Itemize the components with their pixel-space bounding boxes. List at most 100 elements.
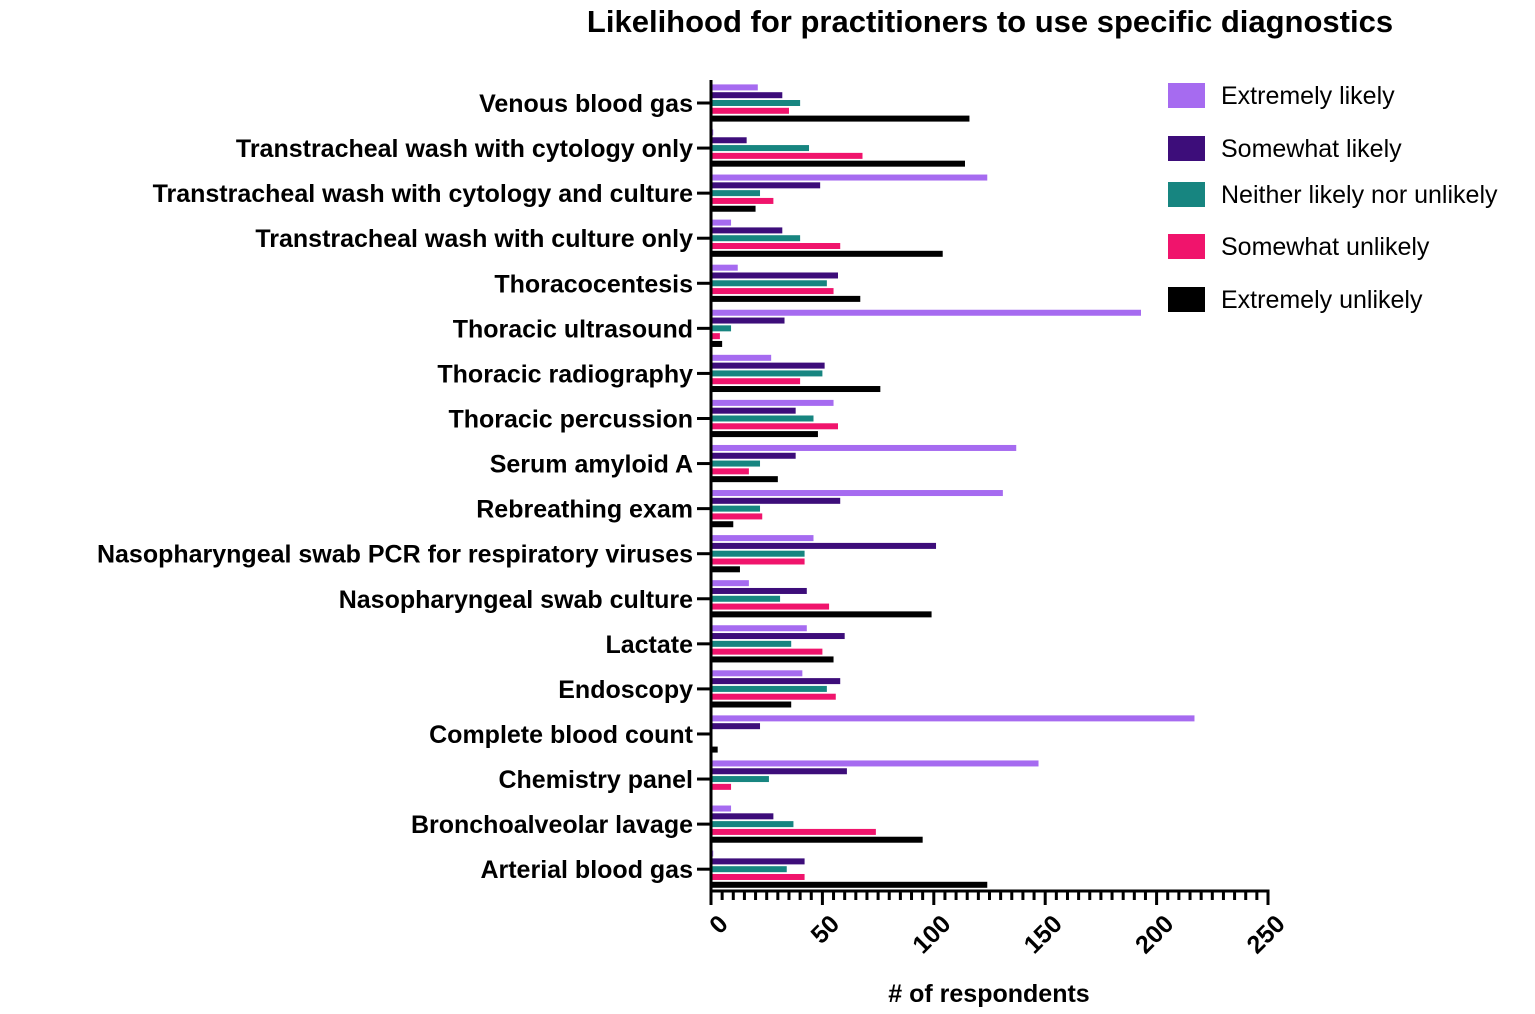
legend-label: Neither likely nor unlikely xyxy=(1221,181,1498,209)
bar-3-4 xyxy=(711,235,801,242)
bar-4-18 xyxy=(711,873,805,880)
category-label: Thoracic percussion xyxy=(448,405,693,433)
category-label: Nasopharyngeal swab PCR for respiratory … xyxy=(97,541,693,569)
category-label: Arterial blood gas xyxy=(480,856,693,884)
bar-5-8 xyxy=(711,431,818,438)
bar-4-14 xyxy=(711,693,836,700)
legend-swatch xyxy=(1168,234,1205,259)
bar-4-17 xyxy=(711,828,876,835)
category-label: Endoscopy xyxy=(558,676,693,704)
bar-1-9 xyxy=(711,444,1017,451)
category-label: Chemistry panel xyxy=(498,766,693,794)
bar-4-7 xyxy=(711,378,801,385)
legend-label: Somewhat likely xyxy=(1221,135,1402,163)
bar-1-15 xyxy=(711,715,1195,722)
bar-3-12 xyxy=(711,595,781,602)
bar-2-2 xyxy=(711,137,747,144)
bar-4-5 xyxy=(711,288,834,295)
category-label: Serum amyloid A xyxy=(490,451,693,479)
bar-2-11 xyxy=(711,542,937,549)
bar-2-7 xyxy=(711,362,825,369)
bar-4-10 xyxy=(711,513,763,520)
legend-label: Somewhat unlikely xyxy=(1221,233,1430,261)
x-tick-label: 50 xyxy=(806,910,845,949)
bar-5-14 xyxy=(711,701,792,708)
category-label: Transtracheal wash with cytology and cul… xyxy=(153,180,694,208)
x-tick-label: 150 xyxy=(1019,910,1068,959)
bar-2-12 xyxy=(711,587,807,594)
category-label: Lactate xyxy=(605,631,693,659)
bars-group xyxy=(711,84,1195,888)
bar-5-18 xyxy=(711,881,988,888)
chart-title: Likelihood for practitioners to use spec… xyxy=(587,4,1393,39)
bar-1-10 xyxy=(711,490,1003,497)
bar-2-6 xyxy=(711,317,785,324)
category-label: Venous blood gas xyxy=(479,90,693,118)
bar-4-8 xyxy=(711,423,838,430)
x-tick-label: 250 xyxy=(1241,910,1290,959)
bar-1-13 xyxy=(711,625,807,632)
bar-3-7 xyxy=(711,370,823,377)
bar-1-1 xyxy=(711,84,758,91)
bar-3-17 xyxy=(711,821,794,828)
legend-swatch xyxy=(1168,83,1205,108)
bar-2-9 xyxy=(711,452,796,459)
bar-3-6 xyxy=(711,325,732,332)
legend: Extremely likely Somewhat likely Neither l… xyxy=(1168,82,1498,314)
bar-1-8 xyxy=(711,399,834,406)
bar-1-4 xyxy=(711,219,732,226)
bar-3-13 xyxy=(711,640,792,647)
bar-5-15 xyxy=(711,746,718,753)
bar-5-12 xyxy=(711,611,932,618)
legend-label: Extremely likely xyxy=(1221,82,1395,110)
bar-4-9 xyxy=(711,468,749,475)
bar-2-14 xyxy=(711,678,841,685)
bar-2-13 xyxy=(711,633,845,640)
bar-2-4 xyxy=(711,227,783,234)
category-label: Thoracic radiography xyxy=(437,360,693,388)
bar-4-2 xyxy=(711,152,863,159)
bar-3-1 xyxy=(711,100,801,106)
bar-5-13 xyxy=(711,656,834,663)
bar-2-3 xyxy=(711,182,821,189)
bar-2-5 xyxy=(711,272,838,279)
bar-5-7 xyxy=(711,386,881,393)
legend-label: Extremely unlikely xyxy=(1221,286,1423,314)
bar-3-3 xyxy=(711,190,761,197)
legend-swatch xyxy=(1168,182,1205,207)
category-label: Transtracheal wash with culture only xyxy=(255,225,693,253)
bar-5-1 xyxy=(711,115,970,122)
bar-1-6 xyxy=(711,309,1141,316)
x-tick-label: 0 xyxy=(704,910,734,940)
category-label: Thoracic ultrasound xyxy=(453,315,693,343)
bar-1-3 xyxy=(711,174,988,181)
bar-5-4 xyxy=(711,250,943,257)
bar-3-5 xyxy=(711,280,827,287)
bar-1-11 xyxy=(711,535,814,542)
bar-3-8 xyxy=(711,415,814,422)
bar-2-10 xyxy=(711,497,841,504)
category-label: Thoracocentesis xyxy=(494,270,693,298)
bar-2-15 xyxy=(711,723,761,730)
bar-3-14 xyxy=(711,685,827,692)
x-tick-label: 200 xyxy=(1130,910,1179,959)
bar-5-6 xyxy=(711,340,723,347)
y-axis: Venous blood gas Transtracheal wash with … xyxy=(97,80,713,893)
x-axis: 0 50 100 150 200 250 xyxy=(704,889,1291,959)
bar-5-17 xyxy=(711,836,923,843)
bar-5-10 xyxy=(711,521,734,528)
bar-3-9 xyxy=(711,460,761,467)
bar-2-8 xyxy=(711,407,796,414)
bar-1-14 xyxy=(711,670,803,677)
category-label: Rebreathing exam xyxy=(476,496,693,524)
bar-3-2 xyxy=(711,145,810,152)
bar-3-11 xyxy=(711,550,805,557)
bar-1-7 xyxy=(711,354,772,361)
category-label: Bronchoalveolar lavage xyxy=(411,811,693,839)
bar-4-12 xyxy=(711,603,830,610)
category-label: Transtracheal wash with cytology only xyxy=(236,135,693,163)
bar-1-16 xyxy=(711,760,1039,767)
bar-1-12 xyxy=(711,580,749,587)
bar-2-18 xyxy=(711,858,805,865)
